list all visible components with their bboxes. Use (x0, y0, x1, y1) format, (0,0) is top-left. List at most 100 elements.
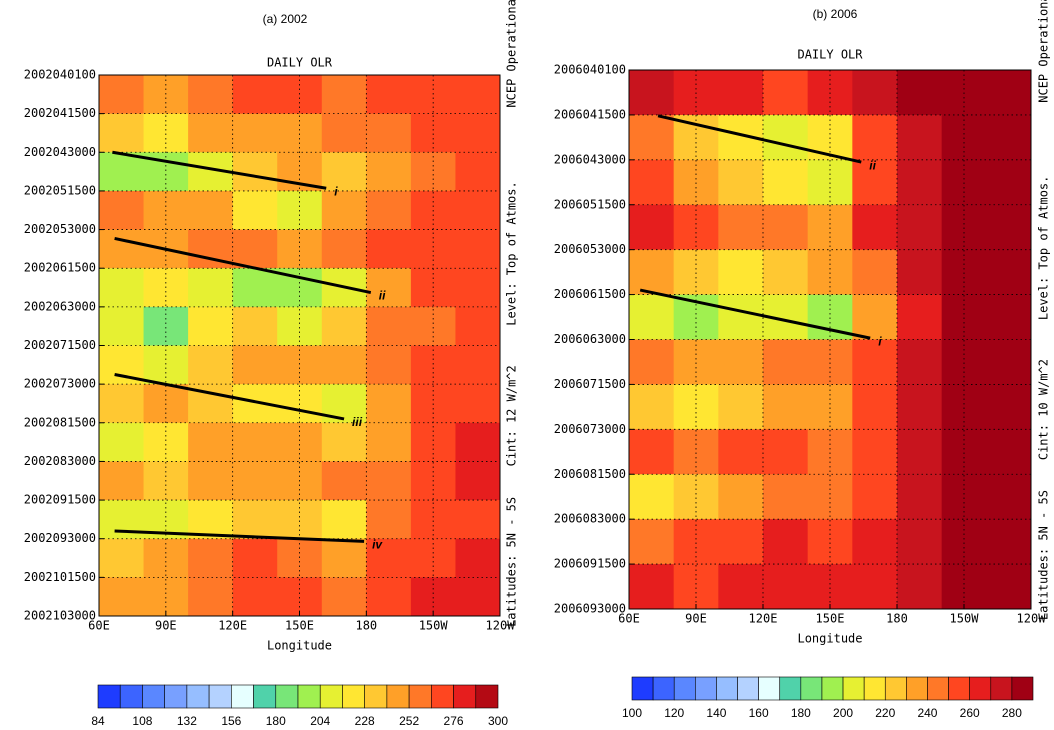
annotation-line (114, 529, 365, 543)
y-tick-label: 2002071500 (24, 338, 96, 352)
heat-cell (277, 345, 323, 385)
heat-cell (366, 229, 412, 269)
y-tick-label: 2006081500 (554, 467, 626, 481)
heat-cell (188, 345, 234, 385)
x-tick-label: 180 (886, 612, 908, 626)
plot-frame (628, 69, 1032, 610)
heat-cell (410, 229, 456, 269)
y-tick-label: 2002073000 (24, 377, 96, 391)
heat-cell (410, 345, 456, 385)
panel-label: (a) 2002 (263, 12, 308, 26)
heat-cell (277, 113, 323, 153)
heat-cell (718, 339, 764, 385)
side-note: Level: Top of Atmos. (505, 181, 519, 326)
heat-cell (897, 159, 943, 206)
heat-cell (410, 306, 456, 346)
annotation-label: ii (869, 158, 876, 172)
heat-cell (986, 204, 1032, 251)
y-tick-label: 2002041500 (24, 106, 96, 120)
heat-cell (941, 384, 987, 430)
colorbar-box (631, 676, 654, 701)
y-tick-label: 2002051500 (24, 183, 96, 197)
heat-cell (629, 294, 675, 340)
colorbar-box (800, 676, 823, 701)
colorbar-box (863, 676, 886, 701)
x-tick-label: 180 (355, 619, 377, 633)
heat-cell (321, 152, 367, 192)
heat-cell (807, 249, 853, 296)
heat-cell (629, 159, 675, 206)
y-tick-label: 2006051500 (554, 197, 626, 211)
heat-cell (852, 564, 898, 610)
heat-cell (718, 159, 764, 206)
heat-cell (366, 500, 412, 540)
colorbar-label: 180 (266, 714, 286, 728)
heat-cell (99, 422, 145, 462)
y-tick-label: 2002063000 (24, 299, 96, 313)
colorbar-box (652, 676, 675, 701)
y-tick-label: 2006063000 (554, 332, 626, 346)
colorbar-box (948, 676, 970, 701)
heat-cell (321, 345, 367, 385)
annotation-line (657, 114, 862, 164)
heat-cell (455, 577, 501, 617)
colorbar-label: 132 (177, 714, 197, 728)
annotation-line (112, 150, 327, 190)
heat-cell (232, 190, 278, 231)
y-tick-label: 2006040100 (554, 63, 626, 77)
heat-cell (763, 384, 809, 430)
heat-cell (277, 538, 323, 578)
colorbar-box (453, 684, 477, 709)
heat-cell (232, 268, 278, 308)
colorbar-label: 280 (1002, 706, 1022, 720)
heat-cell (941, 204, 987, 251)
heat-cell (763, 159, 809, 206)
y-tick-label: 2002053000 (24, 222, 96, 236)
colorbar-label: 220 (875, 706, 895, 720)
x-tick-label: 90E (155, 619, 177, 633)
heat-cell (897, 564, 943, 610)
heat-cell (852, 294, 898, 340)
heat-cell (143, 538, 189, 578)
heat-cell (763, 114, 809, 161)
heat-cell (941, 294, 987, 340)
heat-cell (763, 204, 809, 251)
heat-cell (897, 294, 943, 340)
x-tick-label: 150W (419, 619, 449, 633)
heat-cell (941, 249, 987, 296)
colorbar-box (186, 684, 210, 709)
heat-cell (321, 577, 367, 617)
heat-cell (366, 577, 412, 617)
heat-cell (232, 229, 278, 269)
y-tick-label: 2002083000 (24, 454, 96, 468)
y-tick-label: 2002101500 (24, 570, 96, 584)
heat-cell (455, 345, 501, 385)
heat-cell (852, 384, 898, 430)
annotation-line (639, 288, 871, 340)
colorbar-box (142, 684, 165, 709)
annotation-label: ii (379, 289, 386, 303)
heat-cell (807, 384, 853, 430)
colorbar-box (319, 684, 343, 709)
colorbar-box (990, 676, 1013, 701)
y-tick-label: 2002081500 (24, 415, 96, 429)
y-tick-label: 2006091500 (554, 557, 626, 571)
colorbar-label: 108 (132, 714, 152, 728)
heat-cell (455, 500, 501, 540)
annotation-label: i (878, 334, 882, 348)
colorbar-box (364, 684, 388, 709)
colorbar-box (695, 676, 717, 701)
y-tick-label: 2006093000 (554, 602, 626, 616)
heat-cell (366, 461, 412, 501)
heat-cell (629, 114, 675, 161)
heat-cell (807, 339, 853, 385)
side-note: Latitudes: 5N - 5S (505, 497, 519, 627)
colorbar-box (969, 676, 992, 701)
heat-cell (277, 229, 323, 269)
colorbar-box (737, 676, 759, 701)
heat-cell (232, 577, 278, 617)
heat-cell (941, 474, 987, 520)
colorbar-box (97, 684, 121, 709)
colorbar-label: 120 (664, 706, 684, 720)
heat-cell (455, 113, 501, 153)
